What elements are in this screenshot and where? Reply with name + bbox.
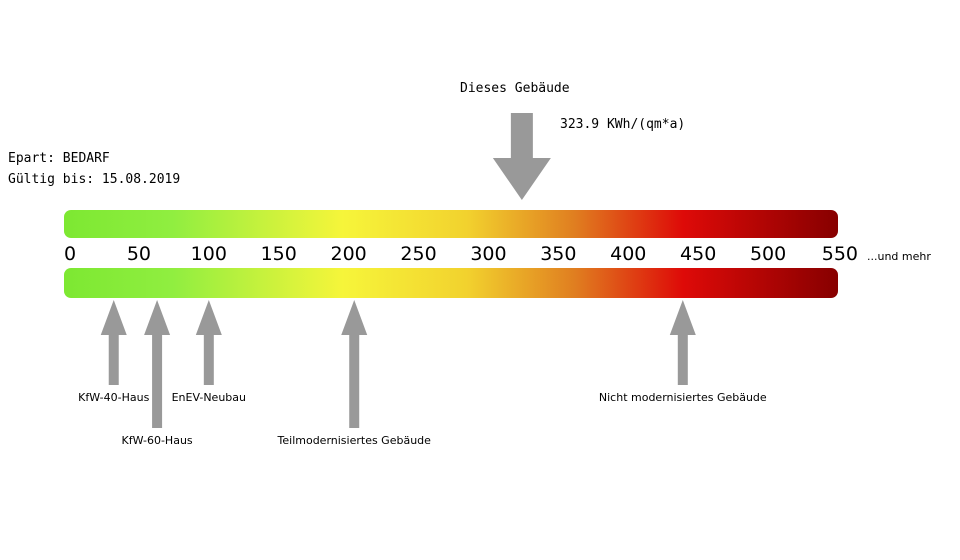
marker-arrow xyxy=(144,300,171,428)
marker-label: KfW-40-Haus xyxy=(78,391,149,404)
marker-arrow xyxy=(669,300,696,385)
marker-label: Nicht modernisiertes Gebäude xyxy=(599,391,767,404)
title: Dieses Gebäude xyxy=(460,81,570,96)
tick-label: 200 xyxy=(331,243,367,265)
tick-label: 350 xyxy=(540,243,576,265)
tick-label: 150 xyxy=(261,243,297,265)
tick-label: 500 xyxy=(750,243,786,265)
marker-arrow xyxy=(100,300,127,385)
tick-label: 100 xyxy=(191,243,227,265)
tick-label: 300 xyxy=(470,243,506,265)
tick-label: 250 xyxy=(400,243,436,265)
marker-label: Teilmodernisiertes Gebäude xyxy=(277,434,432,447)
scale-bar-top xyxy=(64,210,838,238)
info-line: Epart: BEDARF xyxy=(8,151,110,166)
info-line: Gültig bis: 15.08.2019 xyxy=(8,172,180,187)
tick-label: 550 xyxy=(822,243,858,265)
tick-label: 450 xyxy=(680,243,716,265)
marker-label: KfW-60-Haus xyxy=(121,434,192,447)
value-label: 323.9 KWh/(qm*a) xyxy=(560,117,685,132)
tick-label: 50 xyxy=(127,243,151,265)
scale-bar-bottom xyxy=(64,268,838,298)
marker-arrow xyxy=(341,300,368,428)
tick-label: 400 xyxy=(610,243,646,265)
overflow-label: ...und mehr xyxy=(867,250,931,263)
marker-label: EnEV-Neubau xyxy=(172,391,246,404)
value-arrow xyxy=(492,113,551,200)
tick-label: 0 xyxy=(64,243,76,265)
marker-arrow xyxy=(195,300,222,385)
